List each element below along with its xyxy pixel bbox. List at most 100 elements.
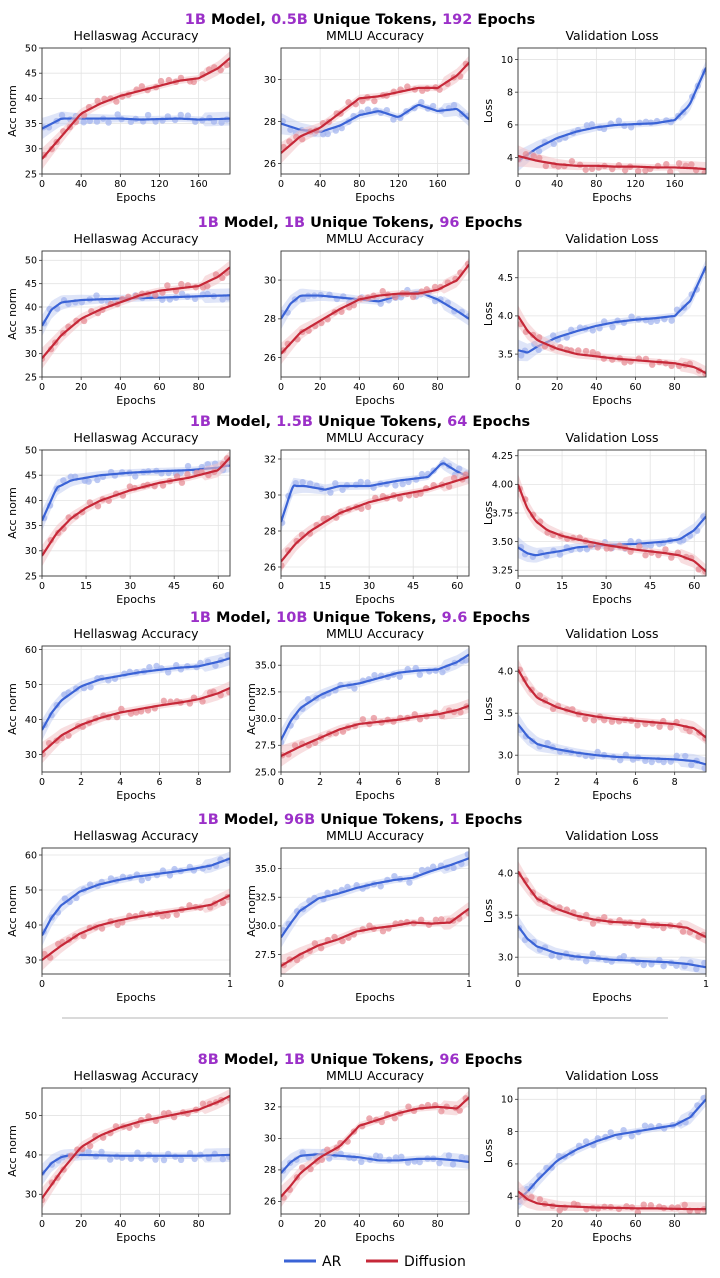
plot-frame [517, 250, 707, 378]
x-tick-label: 60 [392, 382, 404, 393]
x-tick-label: 60 [688, 581, 700, 592]
diffusion-data-point [94, 97, 101, 105]
diffusion-data-point [370, 714, 378, 722]
x-tick-label: 20 [551, 1219, 563, 1230]
ar-data-point [399, 480, 406, 488]
plot-area [281, 851, 469, 974]
ar-data-point [390, 116, 397, 123]
y-tick-label: 40 [25, 715, 37, 726]
ar-data-point [224, 652, 230, 659]
diffusion-data-point [582, 347, 590, 355]
y-tick-label: 25 [25, 571, 37, 582]
plot-frame [517, 1087, 707, 1215]
y-tick-label: 25 [25, 372, 37, 383]
diffusion-series-line [42, 894, 230, 961]
ar-data-point [396, 673, 403, 680]
y-tick-label: 32.5 [255, 893, 276, 904]
x-tick-label: 0 [515, 1219, 521, 1230]
x-axis-label: Epochs [592, 593, 632, 606]
diffusion-data-point [164, 912, 171, 919]
x-tick-label: 0 [39, 979, 45, 990]
diffusion-data-point [404, 83, 411, 90]
x-tick-label: 80 [114, 179, 126, 190]
x-tick-label: 80 [669, 1219, 681, 1230]
diffusion-data-point [339, 728, 347, 735]
y-tick-label: 32.5 [255, 687, 276, 698]
y-axis-label: Acc norm [245, 885, 258, 937]
x-tick-label: 40 [590, 382, 602, 393]
x-tick-label: 6 [632, 777, 638, 788]
row-title-highlight: 1B [284, 215, 305, 231]
x-tick-label: 60 [451, 581, 463, 592]
ar-data-point [615, 117, 623, 124]
y-tick-label: 3.0 [498, 751, 513, 762]
diffusion-series-line [518, 1190, 706, 1211]
ar-data-point [660, 758, 667, 766]
diffusion-data-point [634, 1209, 642, 1214]
ar-data-point [688, 761, 695, 769]
row-title-text: Unique Tokens, [308, 12, 442, 28]
plot-area [42, 651, 230, 764]
chart-panel: Hellaswag Accuracy 0 40 80 120 160 25 30 35 40 45 5… [6, 28, 231, 204]
chart-panel: Validation Loss 0 40 80 120 160 4 6 8 10 Epochs Los… [482, 28, 707, 204]
ar-data-point [620, 1127, 627, 1134]
diffusion-series-line [42, 266, 230, 360]
x-tick-label: 160 [666, 179, 684, 190]
ar-data-point [80, 119, 87, 126]
row-title-highlight: 1 [449, 812, 459, 828]
diffusion-data-point [164, 282, 171, 289]
diffusion-data-point [530, 152, 537, 160]
ar-data-point [589, 327, 596, 334]
diffusion-data-point [138, 83, 146, 90]
x-tick-label: 80 [193, 1219, 205, 1230]
diffusion-data-point [522, 151, 530, 158]
diffusion-data-point [663, 160, 670, 168]
diffusion-data-point [113, 98, 120, 105]
ar-data-point [184, 462, 192, 470]
plot-area [42, 51, 230, 170]
diffusion-data-point [359, 716, 367, 723]
row-title: 1B Model, 0.5B Unique Tokens, 192 Epochs [185, 12, 535, 28]
ar-data-point [416, 1158, 423, 1166]
x-tick-label: 8 [196, 777, 202, 788]
diffusion-confidence-band [281, 901, 469, 974]
row-title-highlight: 8B [198, 1052, 219, 1068]
diffusion-data-point [668, 554, 675, 561]
ar-data-point [701, 959, 706, 967]
diffusion-confidence-band [518, 305, 706, 377]
ar-data-point [98, 1148, 105, 1156]
chart-title: Hellaswag Accuracy [73, 1068, 199, 1083]
y-axis-label: Acc norm [6, 487, 19, 539]
plot-area [42, 450, 230, 567]
ar-data-point [588, 121, 596, 128]
y-tick-label: 3.50 [492, 537, 513, 548]
ar-data-point [377, 883, 384, 890]
diffusion-data-point [317, 944, 325, 952]
ar-data-point [404, 1159, 412, 1166]
chart-title: MMLU Accuracy [326, 626, 425, 641]
x-tick-label: 0 [278, 777, 284, 788]
ar-data-point [647, 318, 655, 326]
diffusion-confidence-band [518, 1180, 706, 1214]
diffusion-data-point [159, 913, 166, 920]
row-title-text: Epochs [472, 12, 535, 28]
x-tick-label: 15 [319, 581, 331, 592]
x-tick-label: 0 [39, 777, 45, 788]
x-tick-label: 0 [278, 979, 284, 990]
y-tick-label: 30.0 [255, 921, 276, 932]
chart-title: Validation Loss [565, 430, 658, 445]
ar-data-point [358, 1158, 365, 1166]
y-axis-label: Acc norm [6, 288, 19, 340]
ar-data-point [436, 1159, 443, 1167]
ar-data-point [416, 671, 424, 678]
plot-area [42, 260, 230, 370]
ar-data-point [589, 950, 596, 957]
chart-title: Validation Loss [565, 231, 658, 246]
plot-area [518, 658, 706, 772]
plot-area [281, 456, 469, 573]
diffusion-series-line [281, 61, 469, 154]
x-tick-label: 80 [590, 179, 602, 190]
diffusion-confidence-band [42, 51, 230, 170]
ar-series-line [42, 464, 230, 522]
chart-panel: Validation Loss 0 1 3.0 3.5 4.0 Epochs Loss [482, 828, 709, 1004]
